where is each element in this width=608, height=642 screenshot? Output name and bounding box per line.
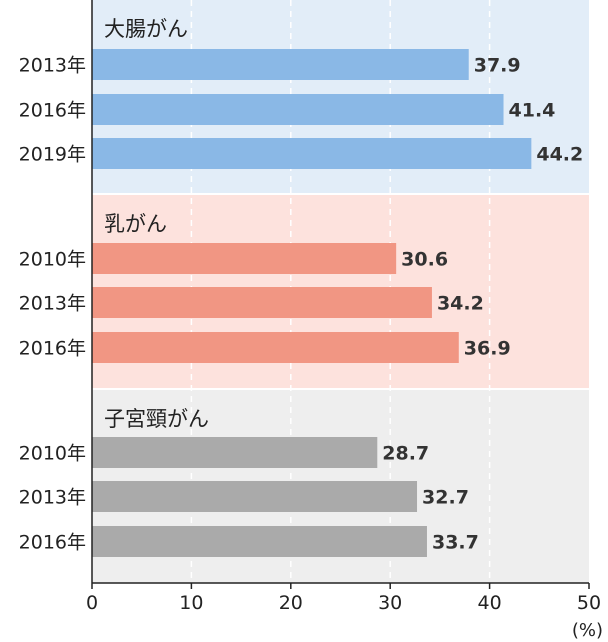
value-label-0-1: 41.4 [509, 100, 556, 122]
year-label-2-2: 2016年 [19, 532, 86, 554]
year-label-1-0: 2010年 [19, 249, 86, 271]
bars [92, 49, 532, 557]
year-label-0-1: 2016年 [19, 100, 86, 122]
x-axis: 0 10 20 30 40 50 (%) [86, 0, 603, 641]
group-label-0: 大腸がん [104, 17, 188, 41]
year-label-0-2: 2019年 [19, 144, 86, 166]
value-label-1-0: 30.6 [401, 249, 448, 271]
value-label-0-0: 37.9 [474, 55, 521, 77]
bar-0-1 [92, 94, 504, 125]
value-label-1-1: 34.2 [437, 293, 484, 315]
year-label-2-1: 2013年 [19, 487, 86, 509]
bar-2-1 [92, 481, 418, 512]
bar-0-0 [92, 49, 469, 80]
bar-1-1 [92, 287, 432, 318]
year-label-2-0: 2010年 [19, 443, 86, 465]
x-tick-label-10: 10 [179, 592, 203, 614]
group-label-2: 子宮頸がん [104, 407, 209, 431]
value-label-2-1: 32.7 [422, 487, 469, 509]
x-tick-label-20: 20 [279, 592, 303, 614]
value-label-2-2: 33.7 [432, 532, 479, 554]
bar-1-0 [92, 243, 397, 274]
year-label-1-2: 2016年 [19, 338, 86, 360]
value-label-0-2: 44.2 [536, 144, 583, 166]
x-tick-label-50: 50 [577, 592, 601, 614]
year-label-1-1: 2013年 [19, 293, 86, 315]
group-label-1: 乳がん [104, 212, 167, 236]
bar-1-2 [92, 332, 459, 363]
value-label-1-2: 36.9 [464, 338, 511, 360]
bar-0-2 [92, 138, 532, 169]
x-tick-label-40: 40 [478, 592, 502, 614]
x-tick-label-0: 0 [86, 592, 98, 614]
bar-2-0 [92, 437, 378, 468]
x-unit-label: (%) [572, 620, 603, 641]
x-tick-label-30: 30 [378, 592, 402, 614]
bar-2-2 [92, 526, 427, 557]
labels: 大腸がん 2013年 37.9 2016年 41.4 2019年 44.2 乳がん 2010年 3… [19, 17, 584, 554]
value-label-2-0: 28.7 [382, 443, 429, 465]
year-label-0-0: 2013年 [19, 55, 86, 77]
